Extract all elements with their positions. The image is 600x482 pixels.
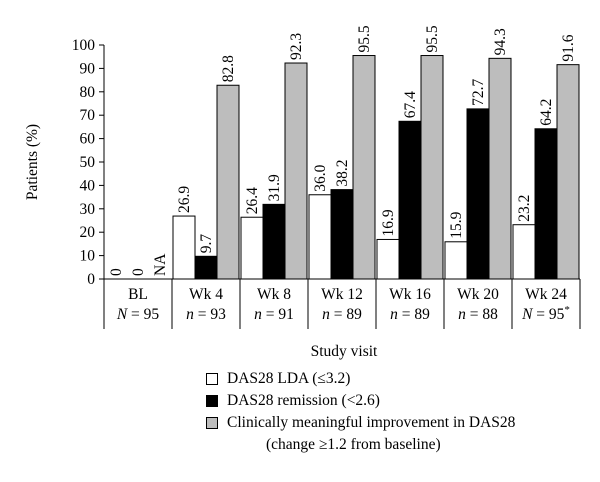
- bar: [466, 108, 490, 280]
- x-category-n-label: n = 88: [458, 306, 498, 323]
- bar: [240, 216, 264, 280]
- bar-value-label: 0: [130, 268, 147, 276]
- bar: [512, 224, 536, 280]
- legend-swatch-lda: [206, 373, 218, 385]
- bar: [172, 215, 196, 280]
- legend-item-improvement-line2: (change ≥1.2 from baseline): [206, 434, 515, 456]
- legend-item-improvement: Clinically meaningful improvement in DAS…: [206, 412, 515, 434]
- bar-value-label: 31.9: [266, 174, 283, 201]
- bar: [398, 120, 422, 280]
- bar-value-label: 0: [108, 268, 125, 276]
- x-axis-title: Study visit: [311, 343, 378, 360]
- bar: [376, 238, 400, 280]
- y-tick-label: 10: [80, 248, 96, 265]
- bar-value-label: 15.9: [448, 211, 465, 238]
- x-category-n-label: n = 91: [254, 306, 294, 323]
- legend-swatch-remission: [206, 395, 218, 407]
- legend-label-improvement: Clinically meaningful improvement in DAS…: [227, 414, 516, 431]
- bar: [352, 55, 376, 280]
- legend-swatch-improvement: [206, 417, 218, 429]
- y-tick-label: 40: [80, 177, 96, 194]
- y-tick-label: 0: [87, 271, 95, 288]
- y-axis-title: Patients (%): [24, 124, 41, 200]
- y-tick-label: 30: [80, 201, 96, 218]
- bar-value-label: NA: [152, 253, 169, 276]
- legend-item-lda: DAS28 LDA (≤3.2): [206, 368, 515, 390]
- x-category-label: Wk 20: [457, 286, 499, 303]
- bar: [216, 84, 240, 280]
- y-tick-label: 100: [72, 37, 96, 54]
- legend-label-remission: DAS28 remission (<2.6): [227, 392, 380, 409]
- y-tick-label: 80: [80, 84, 96, 101]
- legend-item-remission: DAS28 remission (<2.6): [206, 390, 515, 412]
- bar-value-label: 64.2: [538, 99, 555, 126]
- y-tick-label: 70: [80, 107, 96, 124]
- x-category-n-label: N = 95: [116, 306, 160, 323]
- bar-value-label: 95.5: [424, 25, 441, 52]
- bar: [534, 128, 558, 280]
- bar-value-label: 38.2: [334, 159, 351, 186]
- bar-value-label: 36.0: [312, 164, 329, 191]
- bar-value-label: 91.6: [560, 34, 577, 61]
- bar-value-label: 82.8: [220, 55, 237, 82]
- bar-value-label: 23.2: [516, 195, 533, 222]
- x-category-label: Wk 12: [321, 286, 363, 303]
- x-category-n-label: n = 89: [390, 306, 430, 323]
- bar: [308, 194, 332, 280]
- bar: [194, 255, 218, 280]
- x-category-label: Wk 24: [525, 286, 567, 303]
- bar: [284, 62, 308, 280]
- bar-value-label: 95.5: [356, 25, 373, 52]
- legend: DAS28 LDA (≤3.2) DAS28 remission (<2.6) …: [206, 368, 515, 456]
- bar-value-label: 67.4: [402, 91, 419, 118]
- bar-value-label: 16.9: [380, 209, 397, 236]
- legend-label-improvement-line2: (change ≥1.2 from baseline): [266, 436, 441, 453]
- x-category-label: BL: [128, 286, 148, 303]
- bar-value-label: 94.3: [492, 28, 509, 55]
- bar-value-label: 26.4: [244, 187, 261, 214]
- bar: [556, 64, 580, 280]
- bar: [420, 55, 444, 280]
- x-category-n-label: N = 95*: [521, 304, 570, 323]
- bar: [444, 241, 468, 280]
- bar: [262, 203, 286, 280]
- bar: [330, 189, 354, 280]
- x-category-n-label: n = 89: [322, 306, 362, 323]
- y-tick-label: 20: [80, 224, 96, 241]
- y-tick-label: 60: [80, 131, 96, 148]
- bar: [488, 57, 512, 280]
- bar-value-label: 72.7: [470, 79, 487, 106]
- x-category-label: Wk 8: [257, 286, 291, 303]
- y-tick-label: 90: [80, 60, 96, 77]
- legend-label-lda: DAS28 LDA (≤3.2): [227, 370, 351, 387]
- bar-value-label: 26.9: [176, 186, 193, 213]
- bar-value-label: 9.7: [198, 234, 215, 254]
- x-category-label: Wk 4: [189, 286, 223, 303]
- y-tick-label: 50: [80, 154, 96, 171]
- x-category-label: Wk 16: [389, 286, 431, 303]
- bar-value-label: 92.3: [288, 33, 305, 60]
- x-category-n-label: n = 93: [186, 306, 226, 323]
